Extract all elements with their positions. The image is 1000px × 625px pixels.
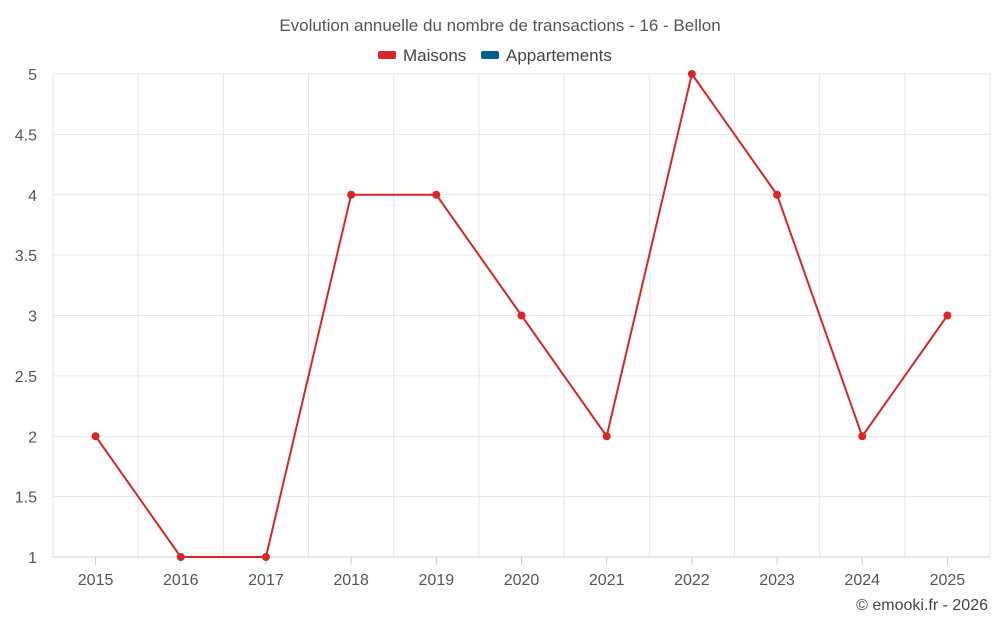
- data-point-maisons-2015[interactable]: [91, 432, 100, 441]
- y-tick-label: 3.5: [15, 248, 37, 265]
- data-point-maisons-2019[interactable]: [432, 190, 441, 199]
- y-tick-label: 1: [28, 550, 37, 567]
- y-tick-label: 1.5: [15, 490, 37, 507]
- x-tick-label: 2020: [504, 572, 540, 589]
- x-tick-label: 2021: [589, 572, 625, 589]
- series-maisons: [91, 70, 952, 561]
- x-tick-label: 2022: [674, 572, 710, 589]
- data-point-maisons-2024[interactable]: [858, 432, 867, 441]
- x-tick-label: 2017: [248, 572, 284, 589]
- legend-swatch-maisons: [378, 51, 396, 59]
- data-point-maisons-2025[interactable]: [943, 311, 952, 320]
- data-point-maisons-2022[interactable]: [687, 70, 696, 78]
- data-point-maisons-2016[interactable]: [176, 553, 185, 561]
- x-tick-label: 2025: [930, 572, 966, 589]
- legend: Maisons Appartements: [378, 46, 612, 65]
- credit-text: © emooki.fr - 2026: [856, 597, 988, 614]
- legend-swatch-appartements: [481, 51, 499, 59]
- y-tick-label: 4.5: [15, 127, 37, 144]
- axes: 1 1.5 2 2.5 3 3.5 4 4.5 5 2015 2016 2017 2018 2019 202…: [15, 67, 990, 589]
- y-tick-label: 2.5: [15, 369, 37, 386]
- x-tick-label: 2023: [759, 572, 795, 589]
- data-point-maisons-2020[interactable]: [517, 311, 526, 320]
- y-tick-label: 2: [28, 429, 37, 446]
- data-point-maisons-2018[interactable]: [347, 190, 356, 199]
- data-point-maisons-2021[interactable]: [602, 432, 611, 441]
- y-tick-label: 4: [28, 188, 37, 205]
- chart-title: Evolution annuelle du nombre de transact…: [279, 16, 720, 35]
- x-tick-label: 2019: [419, 572, 455, 589]
- x-tick-label: 2018: [333, 572, 369, 589]
- legend-item-maisons[interactable]: Maisons: [378, 46, 466, 65]
- y-tick-label: 5: [28, 67, 37, 84]
- x-tick-label: 2016: [163, 572, 199, 589]
- x-tick-label: 2015: [78, 572, 114, 589]
- data-point-maisons-2017[interactable]: [261, 553, 270, 561]
- y-tick-label: 3: [28, 309, 37, 326]
- legend-label-maisons[interactable]: Maisons: [403, 46, 466, 65]
- legend-item-appartements[interactable]: Appartements: [481, 46, 612, 65]
- legend-label-appartements[interactable]: Appartements: [506, 46, 612, 65]
- x-tick-label: 2024: [844, 572, 880, 589]
- data-point-maisons-2023[interactable]: [773, 190, 782, 199]
